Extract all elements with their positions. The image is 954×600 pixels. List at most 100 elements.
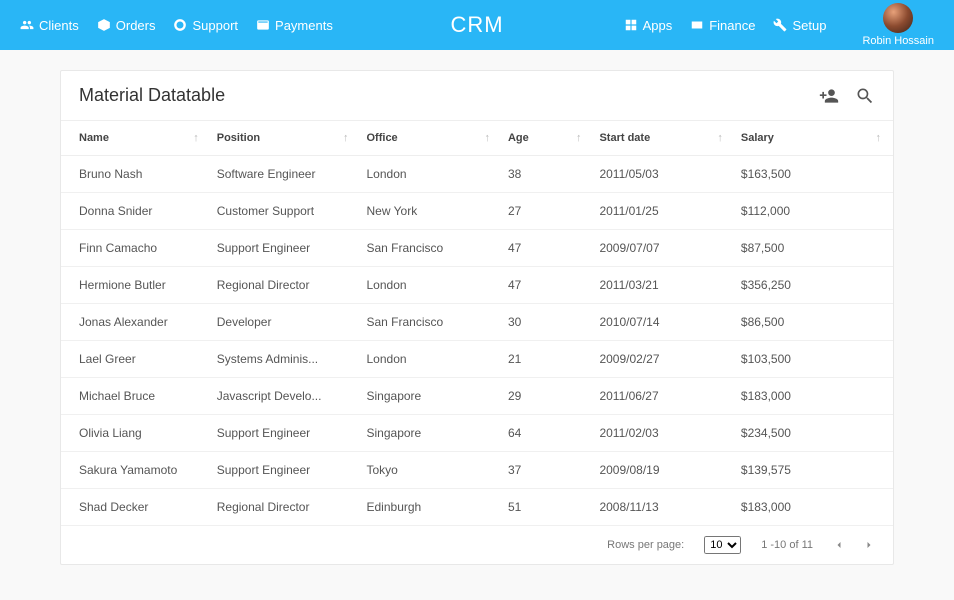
rows-per-page-select[interactable]: 10	[704, 536, 741, 554]
sort-arrow-icon: ↑	[343, 132, 349, 144]
table-cell: Javascript Develo...	[211, 378, 361, 415]
column-header[interactable]: Position↑	[211, 121, 361, 156]
pager: Rows per page: 10 1 -10 of 11	[61, 526, 893, 564]
add-person-icon[interactable]	[819, 86, 839, 106]
table-cell: Software Engineer	[211, 156, 361, 193]
table-cell: 2011/03/21	[593, 267, 734, 304]
user-name: Robin Hossain	[862, 35, 934, 47]
table-cell: Bruno Nash	[61, 156, 211, 193]
table-row[interactable]: Sakura YamamotoSupport EngineerTokyo3720…	[61, 452, 893, 489]
table-cell: Jonas Alexander	[61, 304, 211, 341]
nav-setup[interactable]: Setup	[773, 18, 826, 33]
sort-arrow-icon: ↑	[576, 132, 582, 144]
nav-label: Orders	[116, 18, 156, 33]
table-cell: Finn Camacho	[61, 230, 211, 267]
table-row[interactable]: Olivia LiangSupport EngineerSingapore642…	[61, 415, 893, 452]
table-header-row: Name↑Position↑Office↑Age↑Start date↑Sala…	[61, 121, 893, 156]
table-cell: 2011/06/27	[593, 378, 734, 415]
table-cell: $183,000	[735, 378, 893, 415]
table-cell: Customer Support	[211, 193, 361, 230]
table-row[interactable]: Donna SniderCustomer SupportNew York2720…	[61, 193, 893, 230]
table-cell: Donna Snider	[61, 193, 211, 230]
sort-arrow-icon: ↑	[876, 132, 882, 144]
sort-arrow-icon: ↑	[484, 132, 490, 144]
next-page-icon[interactable]	[863, 539, 875, 551]
table-cell: London	[361, 341, 502, 378]
table-cell: 21	[502, 341, 594, 378]
table-cell: 47	[502, 230, 594, 267]
data-table: Name↑Position↑Office↑Age↑Start date↑Sala…	[61, 120, 893, 526]
nav-clients[interactable]: Clients	[20, 18, 79, 33]
nav-orders[interactable]: Orders	[97, 18, 156, 33]
table-cell: New York	[361, 193, 502, 230]
brand-title: CRM	[450, 12, 503, 38]
table-cell: Tokyo	[361, 452, 502, 489]
column-header[interactable]: Age↑	[502, 121, 594, 156]
table-cell: Singapore	[361, 378, 502, 415]
table-cell: 37	[502, 452, 594, 489]
nav-apps[interactable]: Apps	[624, 18, 673, 33]
table-row[interactable]: Hermione ButlerRegional DirectorLondon47…	[61, 267, 893, 304]
table-cell: $183,000	[735, 489, 893, 526]
page-range: 1 -10 of 11	[761, 539, 813, 551]
table-cell: San Francisco	[361, 230, 502, 267]
nav-support[interactable]: Support	[173, 18, 238, 33]
table-row[interactable]: Shad DeckerRegional DirectorEdinburgh512…	[61, 489, 893, 526]
search-icon[interactable]	[855, 86, 875, 106]
nav-label: Apps	[643, 18, 673, 33]
table-cell: Regional Director	[211, 489, 361, 526]
table-cell: 2011/05/03	[593, 156, 734, 193]
column-header[interactable]: Salary↑	[735, 121, 893, 156]
table-cell: $356,250	[735, 267, 893, 304]
support-icon	[173, 18, 187, 32]
table-cell: Edinburgh	[361, 489, 502, 526]
card-header: Material Datatable	[61, 71, 893, 120]
clients-icon	[20, 18, 34, 32]
table-cell: Shad Decker	[61, 489, 211, 526]
table-cell: 2009/02/27	[593, 341, 734, 378]
nav-payments[interactable]: Payments	[256, 18, 333, 33]
nav-left: Clients Orders Support Payments	[20, 18, 333, 33]
table-cell: $234,500	[735, 415, 893, 452]
table-cell: London	[361, 267, 502, 304]
table-cell: Support Engineer	[211, 415, 361, 452]
table-row[interactable]: Michael BruceJavascript Develo...Singapo…	[61, 378, 893, 415]
table-cell: London	[361, 156, 502, 193]
column-header[interactable]: Office↑	[361, 121, 502, 156]
table-cell: $163,500	[735, 156, 893, 193]
nav-finance[interactable]: Finance	[690, 18, 755, 33]
table-cell: 27	[502, 193, 594, 230]
table-cell: Support Engineer	[211, 452, 361, 489]
table-cell: Olivia Liang	[61, 415, 211, 452]
table-body: Bruno NashSoftware EngineerLondon382011/…	[61, 156, 893, 526]
table-cell: Singapore	[361, 415, 502, 452]
topbar: Clients Orders Support Payments CRM Apps…	[0, 0, 954, 50]
table-cell: 2011/01/25	[593, 193, 734, 230]
nav-label: Support	[192, 18, 238, 33]
table-cell: 38	[502, 156, 594, 193]
table-row[interactable]: Jonas AlexanderDeveloperSan Francisco302…	[61, 304, 893, 341]
avatar	[883, 3, 913, 33]
orders-icon	[97, 18, 111, 32]
table-cell: 2008/11/13	[593, 489, 734, 526]
apps-icon	[624, 18, 638, 32]
table-row[interactable]: Bruno NashSoftware EngineerLondon382011/…	[61, 156, 893, 193]
datatable-card: Material Datatable Name↑Position↑Office↑…	[60, 70, 894, 565]
column-header[interactable]: Start date↑	[593, 121, 734, 156]
table-row[interactable]: Finn CamachoSupport EngineerSan Francisc…	[61, 230, 893, 267]
rows-per-page-label: Rows per page:	[607, 539, 684, 551]
table-row[interactable]: Lael GreerSystems Adminis...London212009…	[61, 341, 893, 378]
nav-label: Payments	[275, 18, 333, 33]
user-area[interactable]: Robin Hossain	[862, 3, 934, 47]
card-actions	[819, 86, 875, 106]
nav-label: Finance	[709, 18, 755, 33]
table-cell: 64	[502, 415, 594, 452]
sort-arrow-icon: ↑	[193, 132, 199, 144]
table-cell: 51	[502, 489, 594, 526]
column-header[interactable]: Name↑	[61, 121, 211, 156]
table-cell: 2009/08/19	[593, 452, 734, 489]
table-cell: Michael Bruce	[61, 378, 211, 415]
nav-right: Apps Finance Setup Robin Hossain	[624, 3, 934, 47]
prev-page-icon[interactable]	[833, 539, 845, 551]
table-cell: Systems Adminis...	[211, 341, 361, 378]
